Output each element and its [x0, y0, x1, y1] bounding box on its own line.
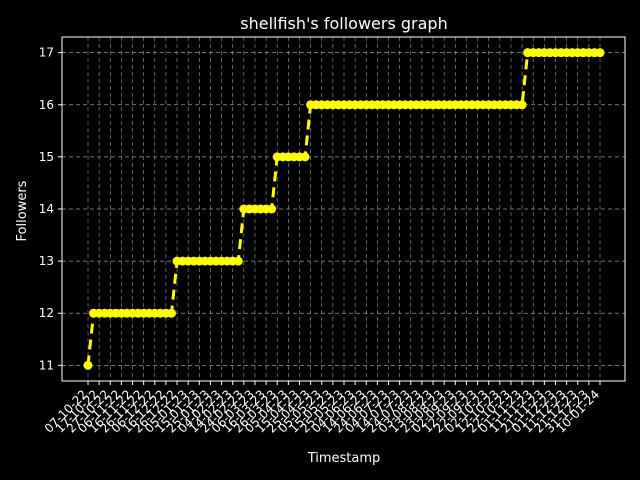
data-point	[83, 360, 93, 370]
chart-title: shellfish's followers graph	[240, 14, 447, 33]
x-axis-ticks: 07-10-2217-10-2227-10-2206-11-2216-11-22…	[42, 381, 602, 436]
y-tick-label: 13	[39, 254, 54, 268]
y-tick-label: 11	[39, 358, 54, 372]
grid-lines	[62, 37, 625, 381]
y-tick-label: 16	[39, 98, 54, 112]
y-tick-label: 12	[39, 306, 54, 320]
series-points	[83, 48, 605, 370]
data-point	[300, 152, 310, 162]
y-tick-label: 14	[39, 202, 54, 216]
y-axis-label: Followers	[15, 180, 30, 241]
data-point	[233, 256, 243, 266]
y-axis-ticks: 11 12 13 14 15 16 17	[39, 46, 62, 372]
data-point	[517, 100, 527, 110]
data-point	[267, 204, 277, 214]
data-point	[595, 48, 605, 58]
data-point	[166, 308, 176, 318]
x-axis-label: Timestamp	[307, 451, 381, 466]
y-tick-label: 15	[39, 150, 54, 164]
y-tick-label: 17	[39, 46, 54, 60]
